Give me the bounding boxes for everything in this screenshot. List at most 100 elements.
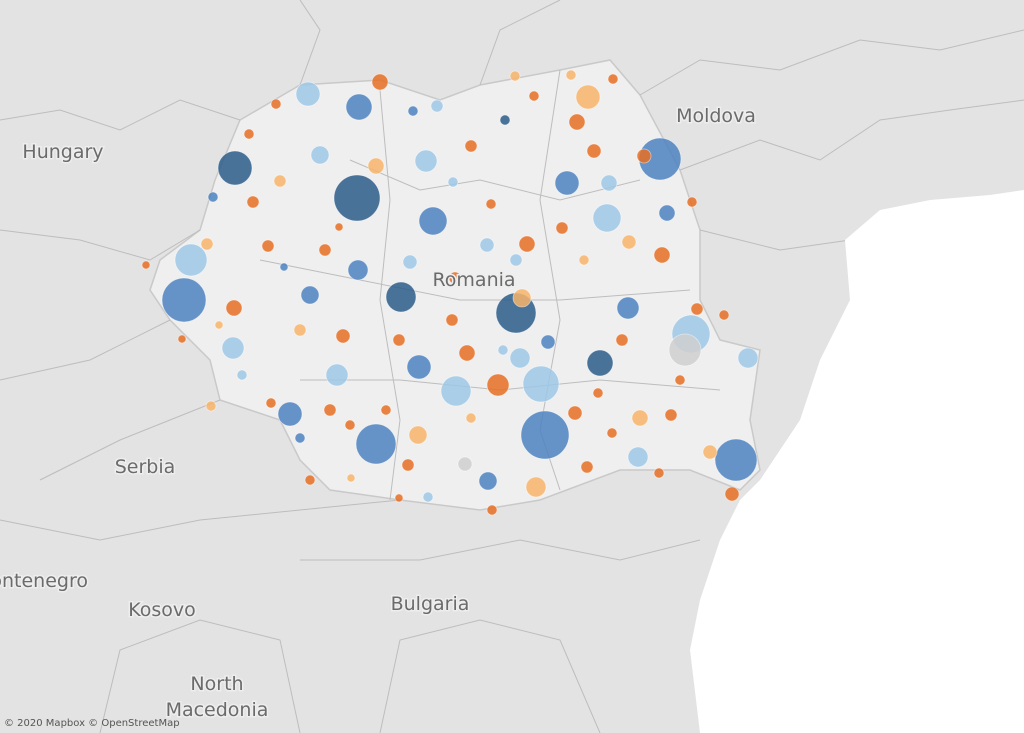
border xyxy=(259,259,691,301)
map-bubble xyxy=(509,253,523,267)
country-label: Macedonia xyxy=(166,699,269,721)
map-bubble xyxy=(448,271,462,285)
map-bubble xyxy=(540,334,556,350)
map-bubble xyxy=(392,333,406,347)
map-bubble xyxy=(236,369,248,381)
country-label: Romania xyxy=(432,269,515,291)
map-bubble xyxy=(243,128,255,140)
map-bubble xyxy=(346,473,356,483)
border xyxy=(300,539,701,561)
map-bubble xyxy=(205,400,217,412)
border xyxy=(0,499,401,541)
map-bubble xyxy=(300,285,320,305)
map-bubble xyxy=(714,438,758,482)
border xyxy=(349,159,641,201)
map-bubble xyxy=(486,504,498,516)
romania-region xyxy=(149,59,761,511)
map-bubble xyxy=(295,81,321,107)
map-bubble xyxy=(323,403,337,417)
map-bubble xyxy=(394,493,404,503)
map-bubble xyxy=(277,401,303,427)
border xyxy=(0,99,241,131)
map-bubble xyxy=(304,474,316,486)
map-bubble xyxy=(568,113,586,131)
map-bubble xyxy=(586,349,614,377)
map-bubble xyxy=(664,408,678,422)
map-bubble xyxy=(486,373,510,397)
country-label: Moldova xyxy=(676,105,756,127)
map-bubble xyxy=(737,347,759,369)
map-bubble xyxy=(520,410,570,460)
map-bubble xyxy=(207,191,219,203)
map-bubble xyxy=(217,150,253,186)
map-bubble xyxy=(402,254,418,270)
border xyxy=(379,89,401,501)
map-bubble xyxy=(177,334,187,344)
map-bubble xyxy=(512,288,532,308)
map-bubble xyxy=(401,458,415,472)
map-bubble xyxy=(265,397,277,409)
border xyxy=(39,399,221,481)
map-bubble xyxy=(586,143,602,159)
map-bubble xyxy=(578,254,590,266)
bubble-layer xyxy=(141,69,759,516)
map-bubble xyxy=(310,145,330,165)
map-bubble xyxy=(580,460,594,474)
map-bubble xyxy=(408,425,428,445)
map-bubble xyxy=(555,221,569,235)
map-bubble xyxy=(385,281,417,313)
map-bubble xyxy=(668,333,702,367)
map-bubble xyxy=(653,246,671,264)
map-bubble xyxy=(371,73,389,91)
map-bubble xyxy=(345,93,373,121)
border xyxy=(699,229,851,251)
map-bubble xyxy=(221,336,245,360)
map-bubble xyxy=(592,387,604,399)
map-bubble xyxy=(575,84,601,110)
map-bubble xyxy=(631,409,649,427)
map-bubble xyxy=(485,198,497,210)
map-bubble xyxy=(636,148,652,164)
map-bubble xyxy=(464,139,478,153)
map-bubble xyxy=(497,344,509,356)
map-bubble xyxy=(344,419,356,431)
map-bubble xyxy=(414,149,438,173)
map-bubble xyxy=(478,471,498,491)
country-label: Hungary xyxy=(22,141,103,163)
map-bubble xyxy=(518,235,536,253)
map-bubble xyxy=(273,174,287,188)
map-bubble xyxy=(440,375,472,407)
map-bubble xyxy=(293,323,307,337)
map-bubble xyxy=(658,204,676,222)
map-bubble xyxy=(261,239,275,253)
map-bubble xyxy=(528,90,540,102)
map-bubble xyxy=(565,69,577,81)
map-bubble xyxy=(200,237,214,251)
map-bubble xyxy=(367,157,385,175)
map-bubble xyxy=(522,365,560,403)
country-label: Bulgaria xyxy=(391,593,470,615)
map-bubble xyxy=(246,195,260,209)
map-bubble xyxy=(333,174,381,222)
border xyxy=(639,29,1024,96)
country-label: Serbia xyxy=(115,456,176,478)
map-bubble xyxy=(422,491,434,503)
map-bubble xyxy=(270,98,282,110)
map-bubble xyxy=(499,114,511,126)
border xyxy=(679,99,1024,171)
map-bubble xyxy=(554,170,580,196)
map-bubble xyxy=(686,196,698,208)
map-bubble xyxy=(380,404,392,416)
black-sea xyxy=(690,190,1024,733)
border xyxy=(99,619,301,733)
map-bubble xyxy=(161,277,207,323)
map-bubble xyxy=(724,486,740,502)
map-bubble xyxy=(653,467,665,479)
map-bubble xyxy=(406,354,432,380)
map-bubble xyxy=(335,328,351,344)
map-bubble xyxy=(457,456,473,472)
map-bubble xyxy=(334,222,344,232)
map-bubble xyxy=(347,259,369,281)
map-bubble xyxy=(592,203,622,233)
